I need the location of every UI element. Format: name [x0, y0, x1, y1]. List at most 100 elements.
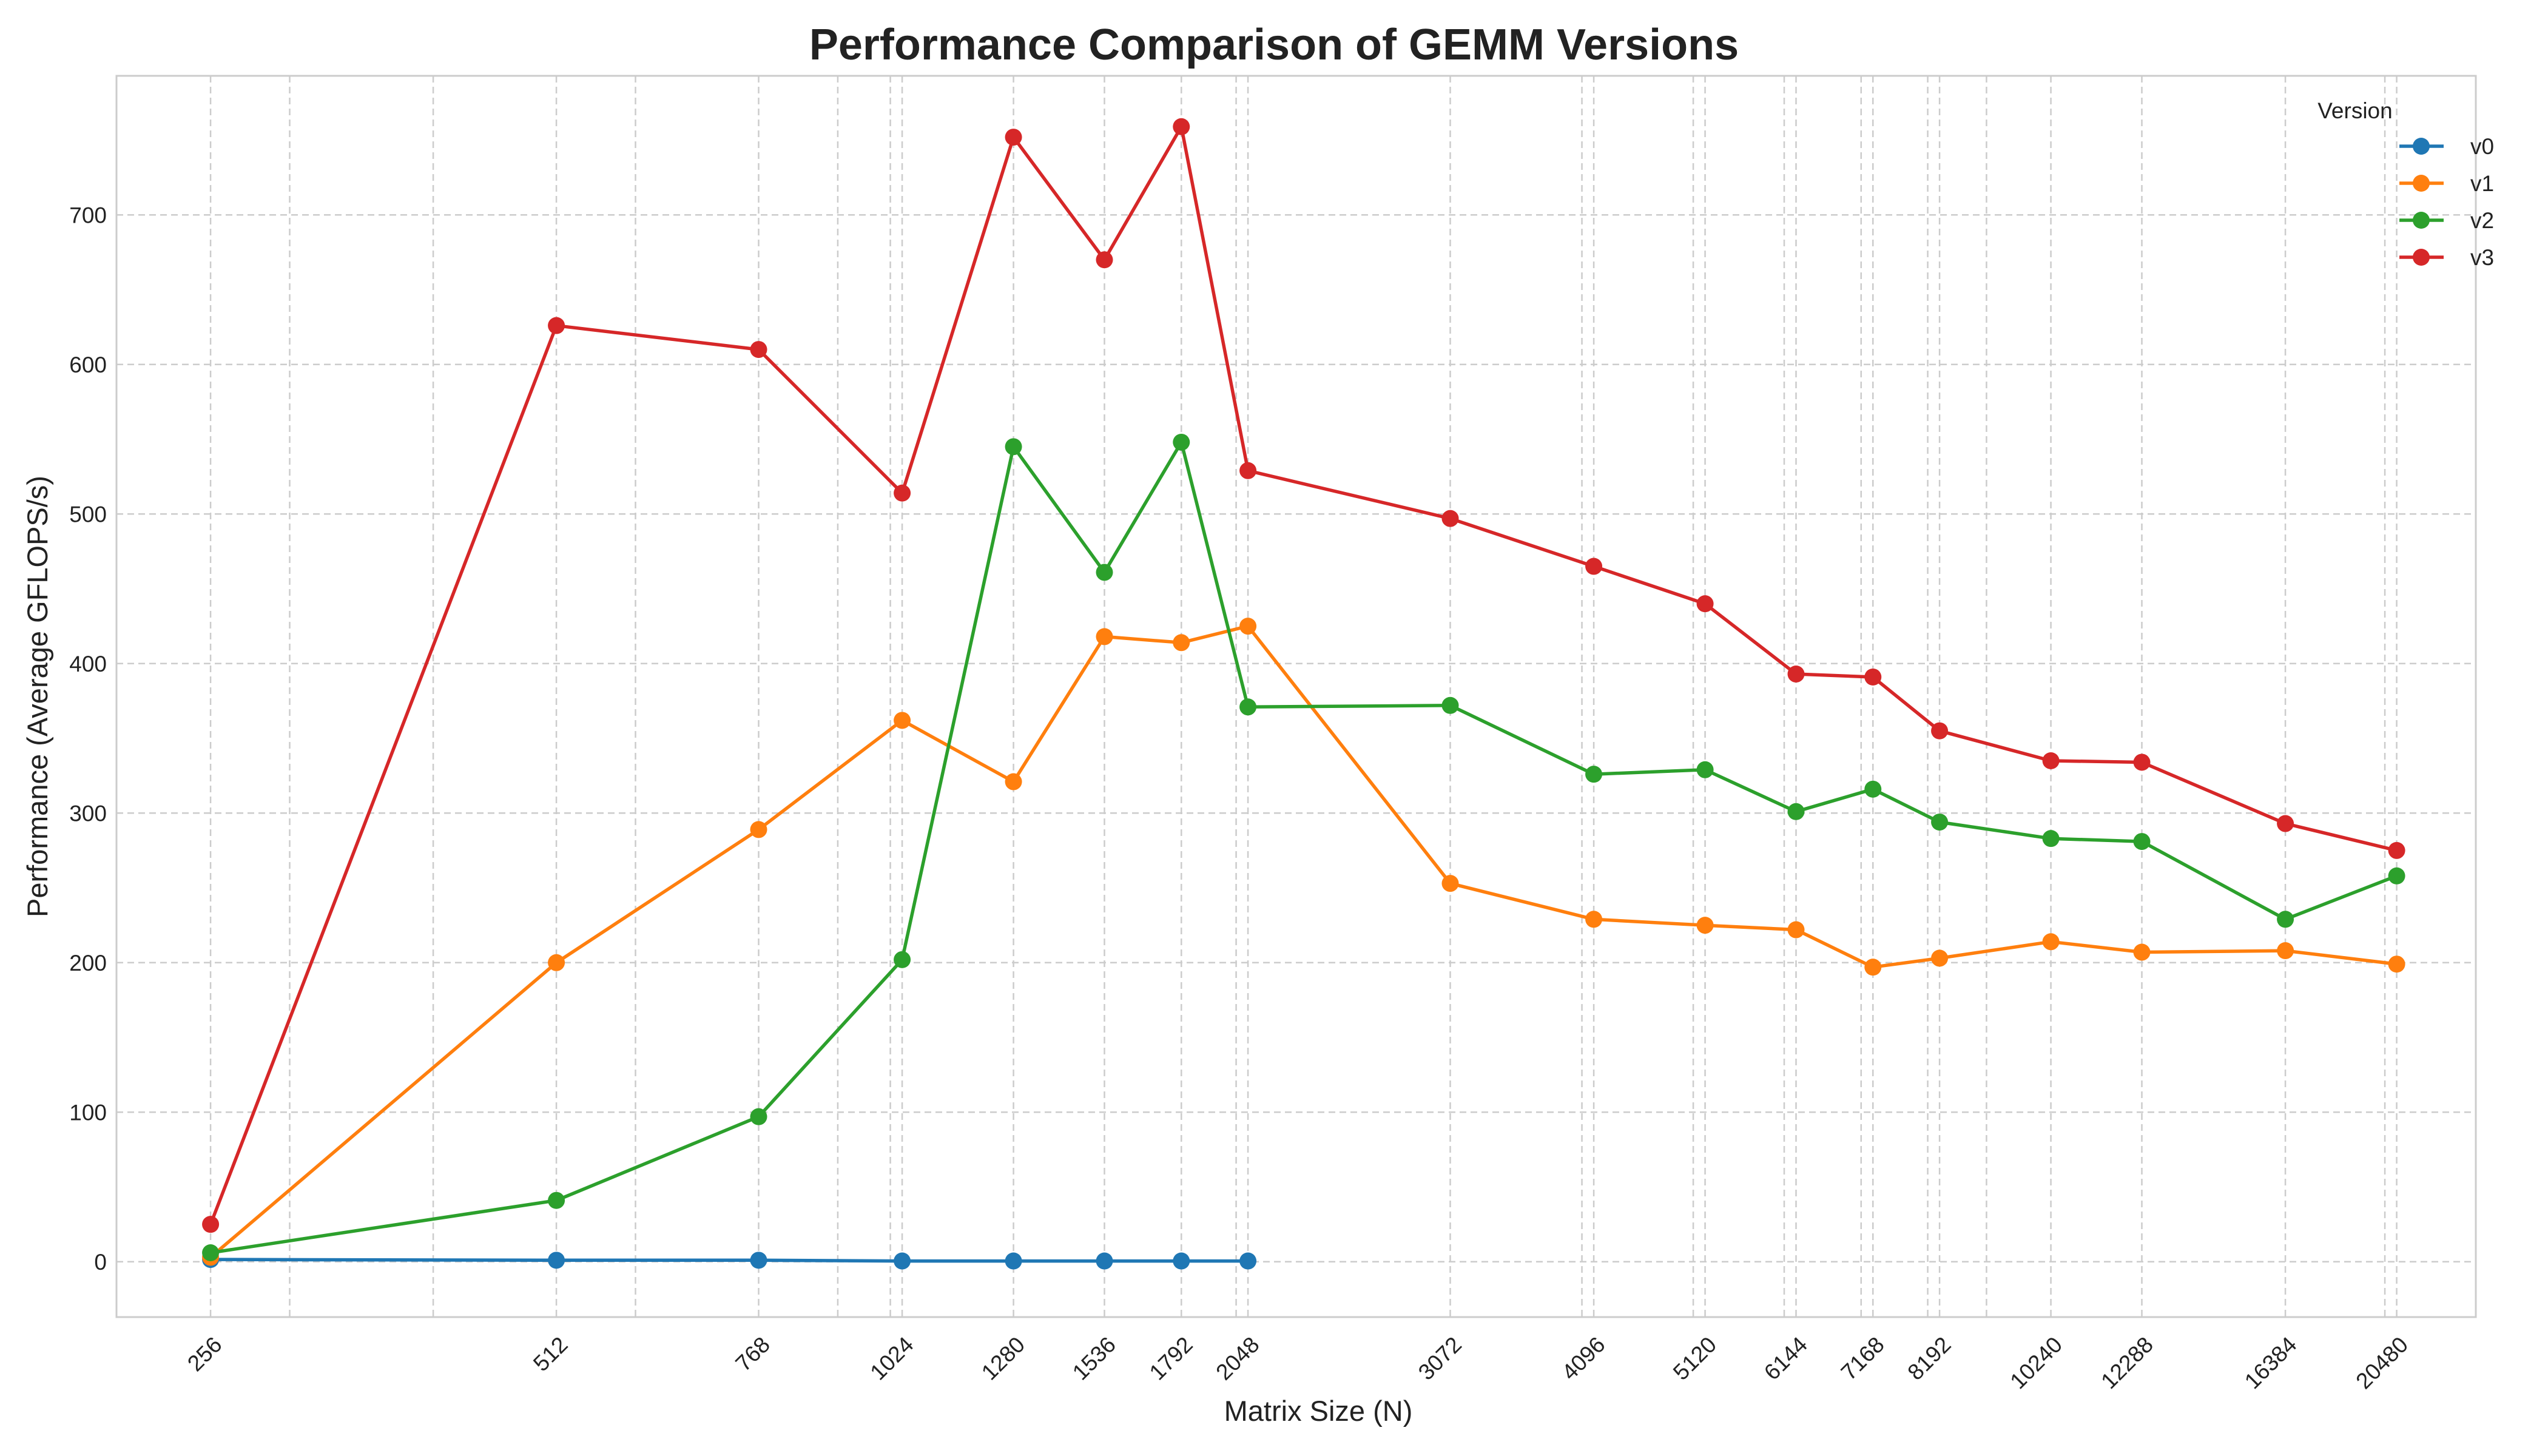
data-point-v0 — [1239, 1252, 1257, 1270]
data-point-v1 — [2042, 933, 2060, 951]
data-point-v1 — [2277, 942, 2294, 960]
data-point-v2 — [1239, 698, 1257, 716]
chart-title: Performance Comparison of GEMM Versions — [809, 21, 1739, 69]
y-tick-label: 500 — [69, 502, 107, 527]
x-tick-label: 512 — [528, 1332, 573, 1377]
x-tick-label: 16384 — [2240, 1332, 2302, 1394]
data-point-v1 — [2388, 956, 2405, 973]
x-tick-label: 1792 — [1145, 1332, 1198, 1385]
data-point-v2 — [1441, 696, 1459, 714]
x-tick-label: 8192 — [1903, 1332, 1955, 1385]
x-tick-label: 2048 — [1211, 1332, 1264, 1385]
data-point-v2 — [750, 1108, 767, 1125]
y-tick-label: 200 — [69, 951, 107, 976]
legend-item-v2: v2 — [2399, 208, 2494, 233]
x-tick-label: 6144 — [1759, 1332, 1812, 1385]
x-tick-label: 7168 — [1836, 1332, 1889, 1385]
legend-label: v3 — [2470, 245, 2494, 270]
x-tick-label: 1024 — [865, 1332, 918, 1385]
data-point-v0 — [1096, 1252, 1113, 1270]
legend-label: v2 — [2470, 208, 2494, 233]
y-tick-label: 400 — [69, 652, 107, 676]
y-tick-label: 600 — [69, 352, 107, 377]
data-point-v2 — [1696, 761, 1714, 778]
data-point-v1 — [1696, 917, 1714, 934]
data-point-v0 — [894, 1252, 911, 1270]
data-point-v0 — [1005, 1252, 1022, 1270]
legend-item-v3: v3 — [2399, 245, 2494, 270]
x-tick-label: 10240 — [2005, 1332, 2067, 1394]
data-point-v1 — [1787, 921, 1805, 939]
y-axis-ticks: 0 100 200 300 400 500 600 700 — [69, 203, 107, 1275]
data-point-v1 — [2133, 943, 2151, 961]
data-point-v3 — [1864, 668, 1882, 686]
data-point-v2 — [1931, 814, 1949, 831]
series-line-v3 — [209, 125, 2399, 1226]
data-point-v3 — [2042, 752, 2060, 769]
series-v3 — [202, 118, 2405, 1233]
data-point-v3 — [1931, 722, 1949, 740]
data-point-v1 — [1239, 618, 1257, 635]
series-line-v1 — [209, 624, 2399, 1259]
data-point-v3 — [1787, 666, 1805, 683]
data-point-v1 — [894, 712, 911, 729]
x-tick-label: 4096 — [1557, 1332, 1609, 1385]
y-tick-label: 0 — [94, 1250, 107, 1275]
x-tick-label: 1536 — [1068, 1332, 1121, 1385]
legend: Version v0 v1 v2 v3 — [2317, 98, 2494, 270]
plot-frame — [115, 75, 2477, 1318]
data-point-v3 — [2133, 753, 2151, 771]
legend-marker — [2413, 138, 2430, 155]
x-tick-label: 768 — [730, 1332, 775, 1377]
data-point-v2 — [548, 1191, 565, 1209]
data-point-v1 — [1096, 628, 1113, 645]
data-point-v3 — [1441, 510, 1459, 527]
series — [202, 118, 2405, 1270]
x-tick-label: 12288 — [2096, 1332, 2158, 1394]
x-tick-label: 1280 — [977, 1332, 1030, 1385]
data-point-v1 — [750, 821, 767, 838]
series-v1 — [202, 618, 2405, 1266]
legend-marker — [2413, 175, 2430, 192]
data-point-v1 — [1864, 959, 1882, 976]
x-tick-label: 256 — [183, 1332, 227, 1377]
data-point-v1 — [1173, 634, 1190, 652]
data-point-v2 — [2042, 830, 2060, 848]
y-axis-label: Performance (Average GFLOPS/s) — [21, 476, 53, 917]
legend-marker — [2413, 212, 2430, 229]
data-point-v3 — [1585, 558, 1603, 575]
y-tick-label: 700 — [69, 203, 107, 228]
legend-label: v0 — [2470, 134, 2494, 159]
data-point-v3 — [1005, 129, 1022, 146]
data-point-v3 — [548, 317, 565, 334]
data-point-v3 — [1173, 118, 1190, 135]
y-tick-label: 300 — [69, 801, 107, 826]
data-point-v2 — [202, 1244, 220, 1262]
legend-title: Version — [2317, 98, 2392, 123]
series-line-v2 — [209, 440, 2399, 1255]
x-axis-ticks: 256 512 768 1024 1280 1536 1792 2048 3072 4096 512… — [183, 1332, 2413, 1394]
data-point-v1 — [1441, 875, 1459, 892]
data-point-v1 — [1585, 911, 1603, 928]
data-point-v1 — [1931, 949, 1949, 967]
x-tick-label: 5120 — [1668, 1332, 1721, 1385]
data-point-v2 — [894, 951, 911, 968]
data-point-v3 — [750, 341, 767, 359]
data-point-v1 — [1005, 773, 1022, 790]
data-point-v2 — [1787, 803, 1805, 820]
x-axis-label: Matrix Size (N) — [1224, 1395, 1413, 1427]
data-point-v3 — [894, 484, 911, 502]
data-point-v0 — [1173, 1252, 1190, 1270]
data-point-v3 — [202, 1216, 220, 1233]
data-point-v2 — [1864, 780, 1882, 798]
data-point-v2 — [2133, 833, 2151, 851]
data-point-v3 — [1696, 595, 1714, 613]
x-tick-label: 20480 — [2351, 1332, 2413, 1394]
data-point-v2 — [1096, 564, 1113, 581]
data-point-v2 — [1005, 438, 1022, 456]
legend-item-v1: v1 — [2399, 171, 2494, 196]
data-point-v3 — [2388, 841, 2405, 859]
legend-label: v1 — [2470, 171, 2494, 196]
data-point-v1 — [548, 954, 565, 971]
